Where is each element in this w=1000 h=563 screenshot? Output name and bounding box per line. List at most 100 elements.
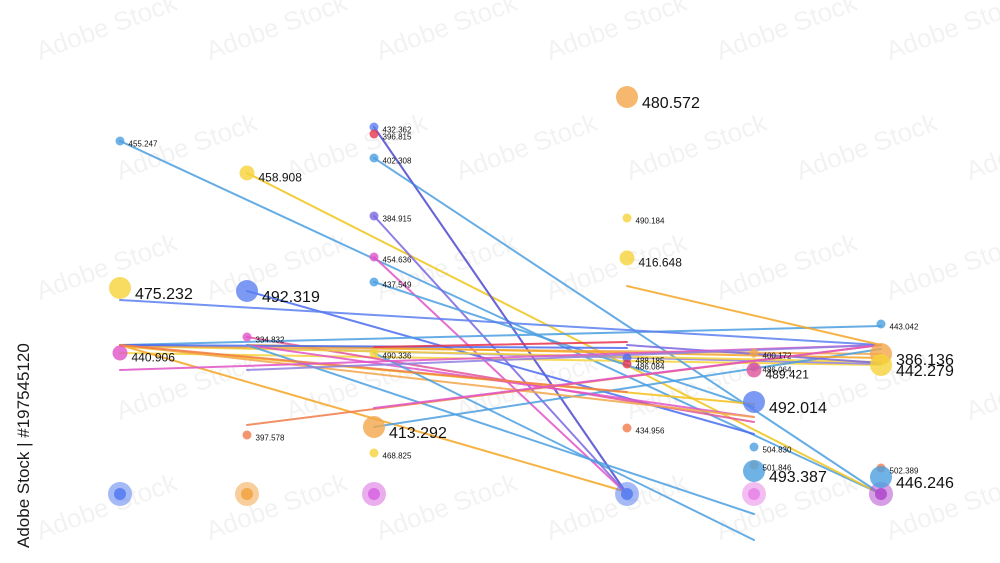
value-label: 434.956 bbox=[636, 427, 665, 436]
value-label: 416.648 bbox=[639, 255, 683, 269]
value-label: 458.908 bbox=[259, 170, 303, 184]
data-point bbox=[109, 277, 131, 299]
data-point bbox=[743, 460, 765, 482]
watermark-text: Adobe Stock bbox=[882, 0, 1000, 66]
value-label-layer: 455.247 458.908 475.232 440.906 492.319 334.8… bbox=[129, 95, 954, 492]
watermark-text: Adobe Stock bbox=[32, 0, 182, 66]
connection-line bbox=[119, 344, 755, 418]
watermark-text: Adobe Stock bbox=[32, 467, 182, 546]
bottom-node bbox=[114, 488, 126, 500]
data-point bbox=[369, 448, 379, 458]
watermark-text: Adobe Stock bbox=[882, 227, 1000, 306]
value-label: 486.084 bbox=[636, 363, 665, 372]
value-label: 504.830 bbox=[763, 446, 792, 455]
connection-line bbox=[246, 344, 882, 371]
value-label: 486.064 bbox=[763, 366, 792, 375]
data-point bbox=[369, 153, 379, 163]
value-label: 492.014 bbox=[769, 400, 827, 417]
connection-line bbox=[119, 345, 882, 363]
value-label: 442.279 bbox=[896, 363, 954, 380]
value-label: 488.185 bbox=[636, 357, 665, 366]
watermark-text: Adobe Stock bbox=[622, 107, 772, 186]
watermark-text: Adobe Stock bbox=[202, 0, 352, 66]
value-label: 475.232 bbox=[135, 286, 193, 303]
point-layer bbox=[109, 86, 892, 488]
data-point bbox=[870, 466, 892, 488]
value-label: 334.832 bbox=[256, 336, 285, 345]
watermark-text: Adobe Stock bbox=[962, 107, 1000, 186]
connection-line bbox=[373, 126, 628, 495]
value-label: 432.362 bbox=[383, 126, 412, 135]
value-label: 437.549 bbox=[383, 281, 412, 290]
watermark-text: Adobe Stock bbox=[542, 0, 692, 66]
bottom-node bbox=[875, 488, 887, 500]
value-label: 493.387 bbox=[769, 469, 827, 486]
value-label: 402.308 bbox=[383, 157, 412, 166]
data-point bbox=[369, 122, 379, 132]
value-label: 489.421 bbox=[766, 367, 810, 381]
value-label: 413.292 bbox=[389, 425, 447, 442]
bottom-node bbox=[368, 488, 380, 500]
data-point bbox=[749, 442, 759, 452]
data-point bbox=[369, 277, 379, 287]
value-label: 446.246 bbox=[896, 475, 954, 492]
connection-line bbox=[373, 281, 755, 408]
data-point bbox=[369, 129, 379, 139]
connection-line bbox=[246, 344, 755, 515]
value-label: 455.247 bbox=[129, 140, 158, 149]
connection-line bbox=[119, 325, 882, 346]
bottom-node bbox=[748, 488, 760, 500]
watermark-text: Adobe Stock bbox=[962, 347, 1000, 426]
connection-line bbox=[373, 157, 882, 495]
data-point bbox=[115, 136, 125, 146]
connection-line bbox=[373, 341, 628, 348]
value-label: 443.042 bbox=[890, 323, 919, 332]
watermark-text: Adobe Stock bbox=[712, 227, 862, 306]
connection-line bbox=[246, 290, 755, 435]
data-point bbox=[876, 319, 886, 329]
bottom-node-layer bbox=[108, 482, 893, 506]
value-label: 397.578 bbox=[256, 434, 285, 443]
data-point bbox=[369, 211, 379, 221]
bottom-node bbox=[621, 488, 633, 500]
value-label: 492.319 bbox=[262, 289, 320, 306]
segment-layer bbox=[119, 126, 882, 541]
value-label: 501.846 bbox=[763, 464, 792, 473]
watermark-text: Adobe Stock bbox=[282, 107, 432, 186]
connection-line bbox=[119, 140, 882, 495]
data-point bbox=[242, 332, 252, 342]
value-label: 440.906 bbox=[132, 350, 176, 364]
connection-line bbox=[373, 348, 882, 428]
value-label: 490.336 bbox=[383, 352, 412, 361]
data-point bbox=[622, 423, 632, 433]
connection-line bbox=[119, 344, 628, 393]
data-point bbox=[743, 391, 765, 413]
data-point bbox=[112, 345, 128, 361]
data-point bbox=[622, 213, 632, 223]
value-label: 502.389 bbox=[890, 467, 919, 476]
connection-line bbox=[373, 352, 755, 541]
data-point bbox=[239, 165, 255, 181]
watermark-text: Adobe Stock bbox=[792, 107, 942, 186]
data-point bbox=[746, 362, 762, 378]
data-point bbox=[369, 348, 379, 358]
value-label: 386.136 bbox=[896, 352, 954, 369]
data-point bbox=[242, 430, 252, 440]
watermark-text: Adobe Stock bbox=[372, 0, 522, 66]
data-point bbox=[870, 354, 892, 376]
watermark-text: Adobe Stock bbox=[452, 107, 602, 186]
data-point bbox=[749, 348, 759, 358]
data-point bbox=[236, 280, 258, 302]
connection-line bbox=[373, 344, 882, 409]
value-label: 396.815 bbox=[383, 133, 412, 142]
value-label: 454.636 bbox=[383, 256, 412, 265]
data-point bbox=[622, 359, 632, 369]
watermark-layer: Adobe Stock Adobe Stock Adobe Stock Adobe S… bbox=[32, 0, 1000, 546]
watermark-text: Adobe Stock bbox=[712, 0, 862, 66]
value-label: 480.572 bbox=[642, 95, 700, 112]
value-label: 490.184 bbox=[636, 217, 665, 226]
data-point bbox=[616, 86, 638, 108]
value-label: 400.172 bbox=[763, 352, 792, 361]
data-point bbox=[369, 252, 379, 262]
